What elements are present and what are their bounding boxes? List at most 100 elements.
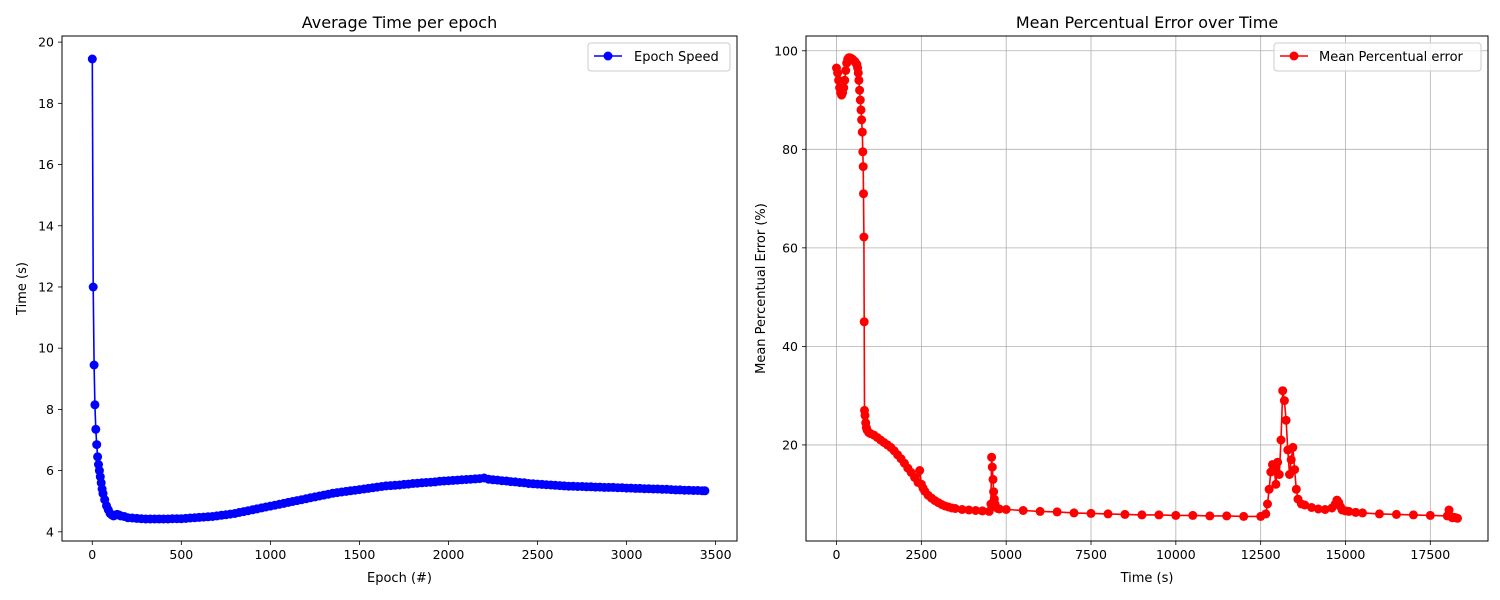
data-point [994,504,1004,514]
x-tick-label: 3500 [700,547,732,562]
data-point [833,68,843,78]
y-tick-label: 80 [782,142,798,157]
data-point [841,66,851,75]
data-point [1276,435,1286,445]
data-point [1263,499,1272,509]
data-point [964,505,974,515]
data-point [987,462,997,472]
data-point [1274,470,1284,479]
y-axis-label: Mean Percentual Error (%) [754,203,769,374]
plot-frame [61,35,738,542]
x-tick-label: 10000 [1156,547,1196,562]
data-point [1281,415,1291,425]
x-axis-label: Time (s) [1120,571,1174,586]
data-point [1018,506,1028,515]
data-point [984,506,994,516]
data-point [1351,507,1361,517]
x-tick-label: 17500 [1410,547,1450,562]
data-point [854,75,864,85]
y-tick-label: 12 [38,279,54,294]
x-axis-label: Epoch (#) [367,571,432,586]
data-point [859,317,869,327]
x-tick-label: 1500 [344,547,376,562]
x-tick-label: 2500 [905,547,937,562]
data-point [1205,511,1215,521]
data-point [1086,508,1096,518]
data-point [1291,484,1301,494]
y-tick-label: 40 [782,339,798,354]
data-point [1273,457,1283,467]
x-tick-label: 0 [88,547,96,562]
y-tick-label: 100 [774,43,798,58]
y-tick-label: 18 [38,96,54,111]
data-point [1290,465,1300,475]
data-point [1425,510,1435,520]
data-point [855,95,865,105]
data-point [1453,513,1462,523]
y-tick-label: 14 [38,218,54,233]
x-tick-label: 0 [833,547,841,562]
data-point [1264,484,1274,494]
data-point [1344,506,1354,516]
data-point [1307,503,1317,512]
data-point [1188,510,1198,520]
data-point [1279,396,1289,406]
data-point [1374,509,1384,519]
data-point [858,162,868,172]
data-point [1171,510,1181,520]
data-point [859,189,868,199]
data-point [1271,479,1281,489]
data-point [1103,509,1113,519]
y-tick-label: 4 [46,524,54,539]
y-tick-label: 8 [46,402,54,417]
x-tick-label: 15000 [1326,547,1366,562]
chart-title: Average Time per epoch [302,13,497,32]
data-point [1288,442,1298,452]
y-axis-label: Time (s) [15,262,30,316]
data-point [853,68,863,78]
data-point [88,282,98,292]
y-tick-label: 20 [38,35,54,50]
x-tick-label: 12500 [1241,547,1281,562]
data-point [92,440,102,450]
data-point [1313,504,1323,514]
legend-marker [1289,51,1299,61]
x-tick-label: 2000 [433,547,465,562]
data-point [1239,511,1249,521]
data-point [840,75,850,85]
data-point [1154,510,1164,520]
data-point [857,127,867,137]
data-point [1391,509,1401,519]
data-point [1001,505,1011,514]
x-tick-label: 500 [169,547,193,562]
data-point [1052,507,1062,517]
data-point [1300,500,1310,510]
data-point [1069,508,1079,518]
data-point [1286,455,1296,465]
data-point [971,506,981,515]
legend-marker [603,51,613,61]
data-point [856,105,866,115]
data-point [1278,386,1288,396]
data-point [1035,506,1045,516]
data-point [855,85,865,95]
legend: Epoch Speed [587,42,731,72]
data-point [858,147,868,157]
legend: Mean Percentual error [1273,42,1482,72]
data-point [1408,510,1418,520]
data-point [90,400,100,410]
data-point [1358,508,1367,518]
x-tick-label: 5000 [990,547,1022,562]
data-point [977,506,987,516]
data-point [87,54,97,64]
y-tick-label: 60 [782,240,798,255]
data-point [988,474,998,484]
epoch-time-chart: Average Time per epoch 0 500 1000 1500 2000 2… [15,13,738,586]
data-point [859,232,869,242]
data-point [1222,511,1232,521]
legend-label: Epoch Speed [634,50,719,65]
data-point [91,424,101,434]
plot-frame [805,35,1489,542]
error-over-time-chart: Mean Percentual Error over Time 0 2500 500… [754,13,1489,586]
y-tick-label: 6 [46,463,54,478]
